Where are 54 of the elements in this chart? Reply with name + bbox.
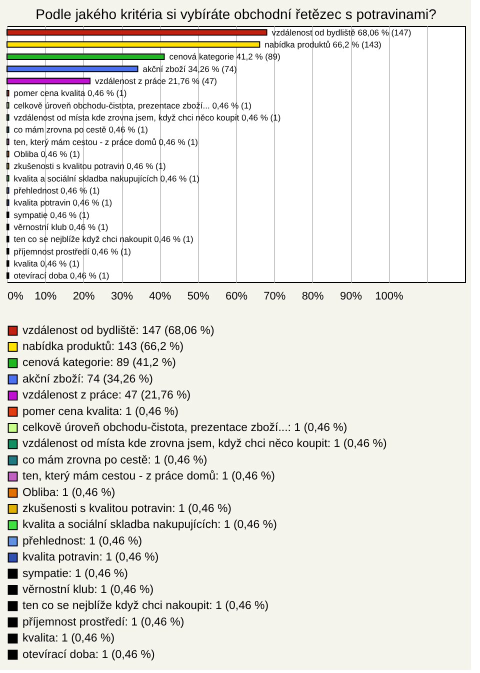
data-label: přehlednost 0,46 % (1) (14, 185, 100, 196)
x-tick-label: 100% (375, 290, 404, 302)
data-label: celkově úroveň obchodu-čistota, prezentace zboží... 0,46 % (1) (14, 100, 252, 110)
legend-label: pomer cena kvalita: 1 (0,46 %) (22, 406, 179, 418)
legend-label: cenová kategorie: 89 (41,2 %) (22, 357, 176, 370)
legend-label: celkově úroveň obchodu-čistota, prezentace zboží...: 1 (0,46 %) (22, 422, 348, 434)
data-label: pomer cena kvalita 0,46 % (1) (14, 88, 127, 98)
legend-label: kvalita potravin: 1 (0,46 %) (22, 552, 159, 564)
data-label: příjemnost prostředí 0,46 % (1) (14, 246, 132, 256)
legend-label: příjemnost prostředí: 1 (0,46 %) (22, 616, 184, 628)
chart-title: Podle jakého kritéria si vybíráte obchodní řetězec s potravinami? (36, 6, 437, 22)
data-label: Obliba 0,46 % (1) (14, 149, 80, 159)
x-tick-label: 50% (187, 290, 210, 302)
data-label: cenová kategorie 41,2 % (89) (169, 52, 280, 62)
x-tick-label: 10% (34, 290, 57, 302)
legend-label: nabídka produktů: 143 (66,2 %) (22, 340, 184, 353)
data-label: věrnostní klub 0,46 % (1) (14, 222, 108, 232)
data-label: sympatie 0,46 % (1) (14, 210, 90, 220)
data-label: vzdálenost od bydliště 68,06 % (147) (272, 27, 412, 38)
legend-label: akční zboží: 74 (34,26 %) (22, 373, 154, 386)
data-label: otevírací doba 0,46 % (1) (14, 270, 110, 281)
legend-label: přehlednost: 1 (0,46 %) (22, 535, 142, 548)
legend-label: kvalita: 1 (0,46 %) (22, 632, 115, 645)
data-label: akční zboží 34,26 % (74) (142, 64, 237, 74)
data-label: ten co se nejblíže když chci nakoupit 0,46 % (1) (14, 234, 194, 244)
x-tick-label: 40% (149, 290, 172, 302)
x-tick-label: 80% (302, 290, 324, 302)
x-tick-label: 70% (264, 290, 286, 302)
legend-label: vzdálenost z práce: 47 (21,76 %) (22, 390, 191, 402)
data-label: kvalita a sociální skladba nakupujících 0,46 % (1) (14, 173, 200, 184)
data-label: vzdálenost z práce 21,76 % (47) (95, 76, 218, 86)
legend-label: vzdálenost od místa kde zrovna jsem, když chci něco koupit: 1 (0,46 %) (22, 438, 388, 450)
data-label: zkušenosti s kvalitou potravin 0,46 % (1) (14, 161, 166, 172)
data-label: nabídka produktů 66,2 % (143) (264, 40, 382, 50)
legend-label: vzdálenost od bydliště: 147 (68,06 %) (22, 324, 214, 337)
legend-label: Obliba: 1 (0,46 %) (22, 486, 116, 499)
data-label: co mám zrovna po cestě 0,46 % (1) (14, 124, 148, 135)
data-label: vzdálenost od místa kde zrovna jsem, když chci něco koupit 0,46 % (1) (14, 112, 281, 123)
data-label: kvalita 0,46 % (1) (14, 258, 80, 268)
x-tick-label: 0% (8, 290, 24, 302)
x-tick-label: 60% (225, 290, 248, 302)
legend-label: ten, který mám cestou - z práce domů: 1 (0,46 %) (22, 470, 276, 483)
legend-label: věrnostní klub: 1 (0,46 %) (22, 584, 154, 596)
legend-label: kvalita a sociální skladba nakupujících: 1 (0,46 %) (22, 519, 278, 532)
data-label: kvalita potravin 0,46 % (1) (14, 198, 112, 208)
legend-label: zkušenosti s kvalitou potravin: 1 (0,46 %) (22, 502, 232, 515)
x-tick-label: 20% (72, 290, 96, 302)
x-tick-label: 30% (110, 290, 134, 302)
data-label: ten, který mám cestou - z práce domů 0,46 % (1) (14, 136, 198, 147)
legend-label: otevírací doba: 1 (0,46 %) (22, 648, 155, 661)
legend-label: ten co se nejblíže když chci nakoupit: 1 (0,46 %) (22, 600, 269, 612)
x-tick-label: 90% (340, 290, 362, 302)
legend-label: sympatie: 1 (0,46 %) (22, 568, 128, 580)
legend-label: co mám zrovna po cestě: 1 (0,46 %) (22, 454, 208, 466)
